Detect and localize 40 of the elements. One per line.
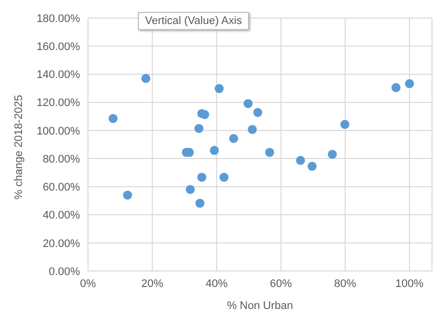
- point: [197, 172, 206, 182]
- point: [194, 124, 204, 133]
- point: [210, 146, 219, 155]
- point: [253, 108, 262, 117]
- point: [391, 83, 401, 92]
- y-tick-label: 60.00%: [42, 182, 80, 194]
- y-tick-label: 80.00%: [42, 153, 80, 166]
- y-tick-label: 20.00%: [42, 238, 80, 250]
- x-tick-label: 100%: [395, 278, 424, 290]
- point: [308, 162, 317, 171]
- point: [195, 198, 204, 208]
- y-tick-label: 180.00%: [36, 12, 80, 25]
- y-tick-label: 140.00%: [36, 69, 80, 82]
- point: [229, 134, 238, 143]
- point: [296, 156, 306, 165]
- point: [328, 150, 337, 159]
- point: [186, 184, 195, 194]
- y-tick-label: 40.00%: [42, 210, 80, 222]
- point: [404, 79, 414, 88]
- point: [123, 190, 132, 200]
- x-tick-label: 80%: [334, 278, 356, 290]
- point: [219, 172, 229, 182]
- point: [340, 120, 350, 129]
- point: [108, 114, 118, 123]
- y-tick-label: 0.00%: [48, 266, 80, 278]
- x-axis-title: % Non Urban: [226, 300, 294, 312]
- x-tick-label: 40%: [206, 278, 228, 290]
- point: [244, 99, 253, 108]
- y-tick-label: 120.00%: [36, 97, 80, 110]
- point: [265, 148, 274, 157]
- y-axis-title: % change 2018-2025: [12, 94, 25, 200]
- y-tick-label: 160.00%: [36, 41, 80, 54]
- point: [214, 84, 224, 94]
- x-tick-label: 0%: [80, 278, 96, 290]
- point: [141, 74, 150, 83]
- annotation: Vertical (Value) Axis: [138, 12, 250, 30]
- y-tick-label: 100.00%: [36, 125, 80, 138]
- x-tick-label: 60%: [270, 278, 292, 290]
- x-tick-label: 20%: [141, 278, 164, 290]
- point: [248, 124, 257, 134]
